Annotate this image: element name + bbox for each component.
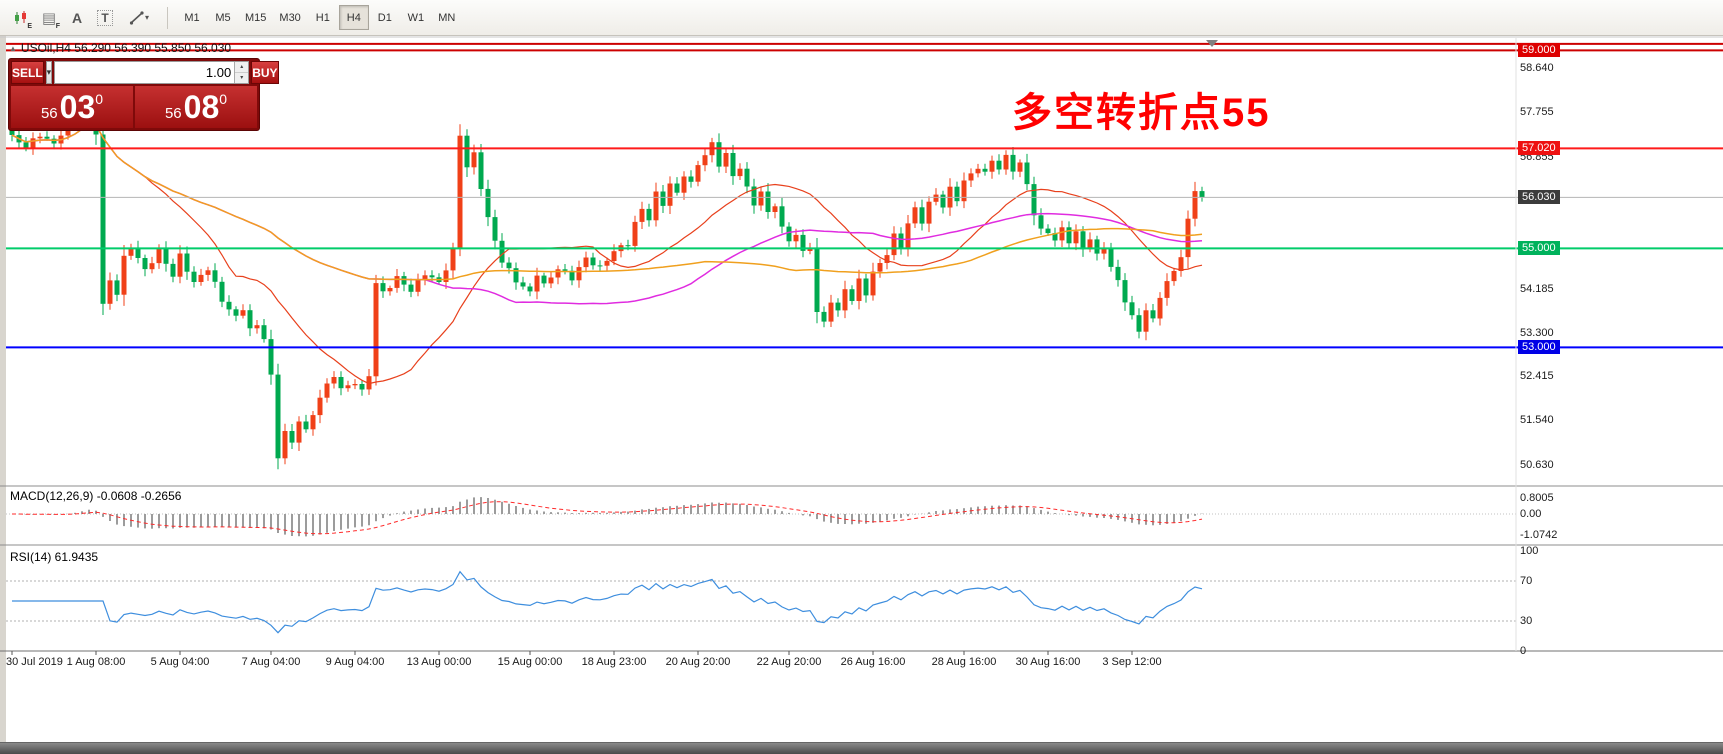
time-axis-label: 30 Jul 2019 [6,656,63,668]
panels-grid-icon[interactable]: ▤ F [36,5,62,31]
chart-shift-marker[interactable] [1206,40,1218,47]
rsi-axis-label: 100 [1520,545,1539,557]
label-tool-label: T [97,9,113,26]
rsi-axis-label: 30 [1520,615,1533,627]
trade-prices-row: 56 03 0 56 08 0 [11,86,257,128]
time-axis-label: 5 Aug 04:00 [150,656,210,668]
macd-axis-label: 0.8005 [1520,491,1554,504]
price-chart-canvas[interactable] [0,36,1723,742]
lot-increase-button[interactable]: ▴ [235,62,249,73]
lot-input[interactable] [55,62,235,83]
moving-average-20 [11,123,1203,385]
timeframe-w1[interactable]: W1 [401,5,431,30]
chart-text-annotation[interactable]: 多空转折点55 [1012,91,1271,135]
chart-window[interactable]: ▲ USOil,H4 56.290 56.390 55.850 56.030 S… [0,36,1723,742]
rsi-line [12,570,1203,634]
lot-size-field: ▴ ▾ [54,61,250,84]
sell-price-whole: 56 [40,105,58,122]
label-tool-icon[interactable]: T [92,5,118,31]
time-axis-label: 15 Aug 00:00 [497,656,563,668]
macd-histogram [18,497,1203,537]
buy-price-pips: 08 [183,89,220,125]
price-axis-badge: 53.000 [1518,340,1560,355]
price-axis-label: 54.185 [1520,282,1554,295]
timeframe-h1[interactable]: H1 [308,5,338,30]
window-bottom-bar [0,742,1723,754]
time-axis-label: 26 Aug 16:00 [840,656,906,668]
macd-indicator-label: MACD(12,26,9) -0.0608 -0.2656 [10,489,182,503]
timeframe-m15[interactable]: M15 [239,5,272,30]
grid-icon: ▤ [41,9,57,27]
timeframe-toolbar: M1 M5 M15 M30 H1 H4 D1 W1 MN [177,5,462,30]
candlestick-chart-icon[interactable]: E [8,5,34,31]
rsi-indicator-label: RSI(14) 61.9435 [10,550,99,564]
window-left-gutter [0,36,6,742]
time-axis-label: 13 Aug 00:00 [406,656,472,668]
buy-price-pipette: 0 [219,91,228,107]
price-axis-label: 52.415 [1520,370,1554,383]
tool-badge: E [27,22,32,30]
price-axis-badge: 57.020 [1518,141,1560,156]
sell-price-display[interactable]: 56 03 0 [11,86,133,128]
macd-axis-label: -1.0742 [1520,529,1558,542]
price-axis-label: 58.640 [1520,62,1554,75]
price-axis-label: 51.540 [1520,413,1554,426]
tool-badge: F [55,22,60,30]
chevron-down-icon: ▾ [46,67,52,77]
time-axis-label: 7 Aug 04:00 [241,656,301,668]
time-axis-label: 28 Aug 16:00 [931,656,997,668]
text-tool-label: A [71,9,83,26]
time-axis-label: 18 Aug 23:00 [581,656,647,668]
sell-price-pipette: 0 [95,91,104,107]
text-tool-icon[interactable]: A [64,5,90,31]
timeframe-m1[interactable]: M1 [177,5,207,30]
time-axis-label: 1 Aug 08:00 [66,656,126,668]
timeframe-m30[interactable]: M30 [273,5,306,30]
rsi-axis-label: 0 [1520,645,1527,657]
time-axis-label: 22 Aug 20:00 [756,656,822,668]
time-axis-label: 3 Sep 12:00 [1102,656,1162,668]
time-axis-label: 9 Aug 04:00 [325,656,385,668]
price-axis-label: 50.630 [1520,458,1554,471]
one-click-trading-panel: SELL ▾ ▴ ▾ BUY 56 03 0 56 [8,58,279,131]
symbol-ohlc-text: USOil,H4 56.290 56.390 55.850 56.030 [20,41,232,55]
macd-signal-line [12,501,1203,535]
trendline-icon [129,10,144,25]
price-axis-badge: 55.000 [1518,241,1560,256]
lot-options-button[interactable]: ▾ [45,61,53,84]
trade-controls-row: SELL ▾ ▴ ▾ BUY [11,61,279,84]
rsi-axis-label: 70 [1520,575,1533,587]
sell-price-pips: 03 [59,89,96,125]
timeframe-m5[interactable]: M5 [208,5,238,30]
toolbar: E ▤ F A T ▾ M1 M5 M15 M30 H1 H4 D1 W1 MN [0,0,1723,36]
toolbar-separator [167,6,168,29]
lot-decrease-button[interactable]: ▾ [235,73,249,83]
timeframe-d1[interactable]: D1 [370,5,400,30]
time-axis-label: 20 Aug 20:00 [665,656,731,668]
timeframe-h4[interactable]: H4 [338,5,369,30]
lot-spinner: ▴ ▾ [234,62,249,83]
triangle-up-icon: ▲ [9,43,17,53]
symbol-info: ▲ USOil,H4 56.290 56.390 55.850 56.030 [9,41,231,55]
buy-button[interactable]: BUY [251,61,279,84]
chevron-down-icon: ▾ [144,13,149,22]
price-axis-badge: 59.000 [1518,43,1560,58]
price-axis-label: 53.300 [1520,326,1554,339]
buy-price-display[interactable]: 56 08 0 [135,86,257,128]
moving-average-60 [11,123,1203,305]
price-axis-badge: 56.030 [1518,190,1560,205]
mini-candles-icon [15,10,26,24]
timeframe-mn[interactable]: MN [432,5,462,30]
sell-button[interactable]: SELL [11,61,44,84]
draw-tool-icon[interactable]: ▾ [120,5,158,31]
macd-axis-label: 0.00 [1520,508,1542,520]
time-axis-label: 30 Aug 16:00 [1015,656,1081,668]
buy-price-whole: 56 [164,105,182,122]
price-axis-label: 57.755 [1520,106,1554,118]
